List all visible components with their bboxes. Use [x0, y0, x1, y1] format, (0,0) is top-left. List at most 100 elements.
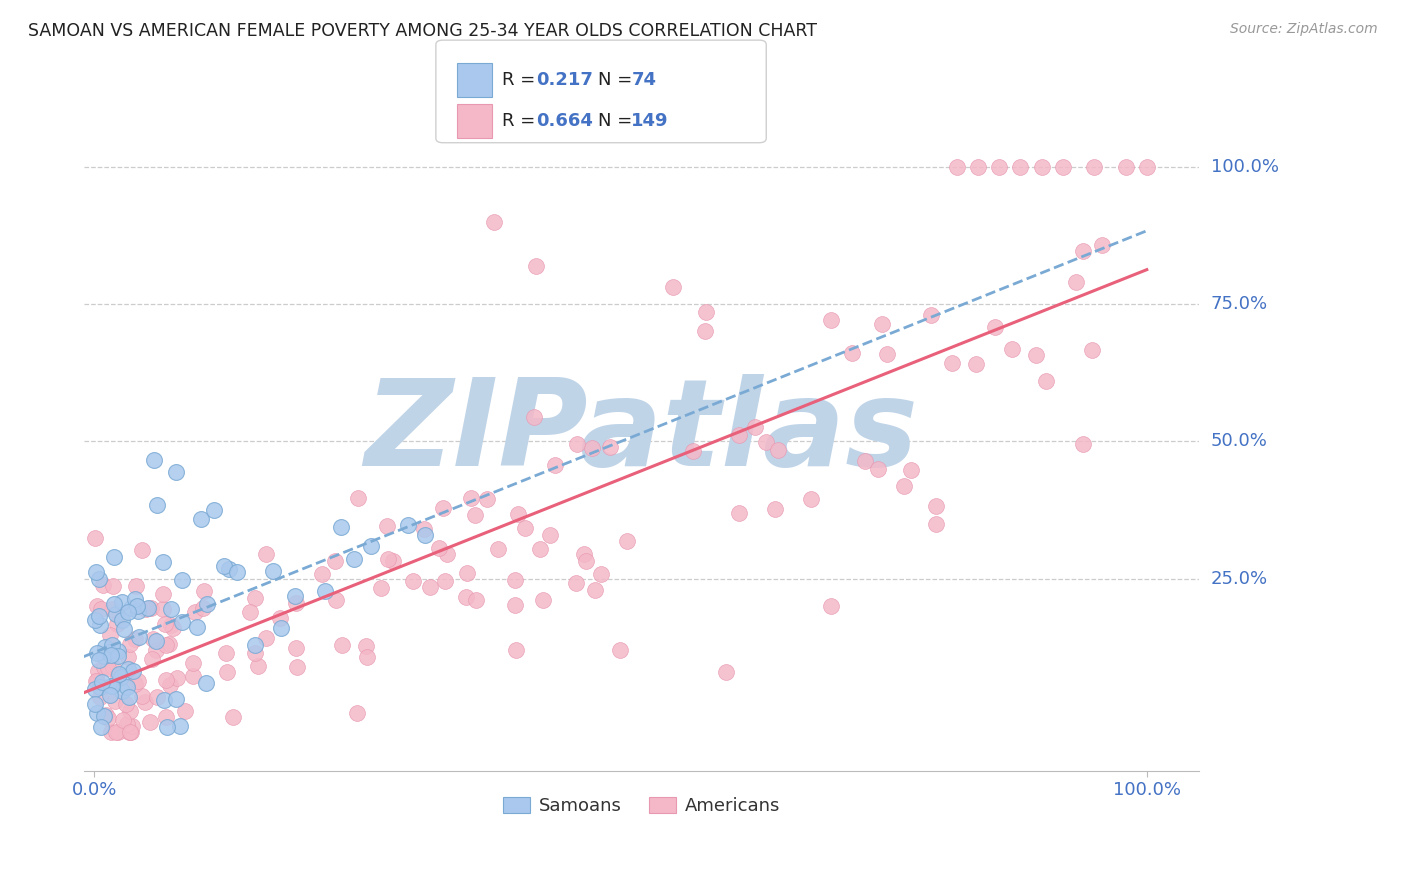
Point	[155, 709, 177, 723]
Point	[346, 706, 368, 720]
Point	[583, 583, 606, 598]
Point	[117, 690, 139, 705]
Point	[983, 320, 1005, 334]
Point	[181, 656, 204, 670]
Point	[893, 479, 915, 493]
Point	[107, 644, 129, 658]
Point	[285, 659, 308, 673]
Point	[589, 566, 612, 581]
Point	[197, 597, 219, 611]
Point	[159, 602, 181, 616]
Point	[695, 305, 717, 319]
Point	[486, 542, 509, 557]
Point	[134, 695, 156, 709]
Text: N =: N =	[598, 112, 637, 130]
Point	[876, 347, 898, 361]
Text: 74: 74	[631, 71, 657, 89]
Point	[117, 650, 139, 665]
Point	[581, 442, 603, 456]
Point	[100, 628, 122, 642]
Point	[693, 325, 716, 339]
Point	[460, 491, 482, 505]
Point	[1001, 343, 1024, 357]
Text: 100.0%: 100.0%	[1211, 158, 1278, 176]
Point	[967, 160, 990, 174]
Point	[153, 616, 176, 631]
Point	[87, 664, 110, 678]
Point	[381, 554, 404, 568]
Point	[111, 613, 134, 627]
Point	[763, 502, 786, 516]
Point	[166, 671, 188, 685]
Point	[103, 579, 125, 593]
Text: 0.217: 0.217	[536, 71, 592, 89]
Point	[1115, 160, 1137, 174]
Point	[128, 630, 150, 644]
Text: 75.0%: 75.0%	[1211, 295, 1268, 313]
Point	[1025, 348, 1047, 362]
Text: R =: R =	[502, 112, 541, 130]
Point	[84, 674, 107, 689]
Point	[254, 548, 277, 562]
Point	[841, 346, 863, 360]
Text: R =: R =	[502, 71, 541, 89]
Point	[117, 681, 139, 695]
Point	[105, 607, 128, 621]
Point	[415, 527, 437, 541]
Point	[413, 522, 436, 536]
Point	[285, 640, 308, 655]
Point	[246, 658, 269, 673]
Point	[544, 458, 567, 472]
Point	[262, 564, 284, 578]
Point	[146, 498, 169, 512]
Point	[112, 623, 135, 637]
Point	[108, 666, 131, 681]
Point	[343, 551, 366, 566]
Point	[941, 356, 963, 370]
Point	[1031, 160, 1053, 174]
Point	[166, 692, 188, 706]
Point	[165, 466, 187, 480]
Point	[616, 533, 638, 548]
Point	[375, 518, 398, 533]
Point	[146, 690, 169, 704]
Point	[925, 500, 948, 514]
Point	[1010, 160, 1032, 174]
Point	[870, 318, 893, 332]
Point	[506, 508, 529, 522]
Point	[505, 573, 527, 587]
Point	[89, 681, 111, 695]
Text: 25.0%: 25.0%	[1211, 569, 1268, 588]
Point	[311, 567, 333, 582]
Point	[900, 463, 922, 477]
Point	[186, 619, 208, 633]
Point	[98, 688, 121, 702]
Point	[225, 565, 247, 579]
Point	[107, 668, 129, 682]
Point	[599, 441, 621, 455]
Point	[564, 575, 586, 590]
Point	[172, 573, 194, 587]
Point	[100, 725, 122, 739]
Point	[105, 617, 128, 632]
Point	[1035, 375, 1057, 389]
Point	[101, 638, 124, 652]
Point	[330, 638, 353, 652]
Point	[97, 711, 120, 725]
Point	[191, 601, 214, 615]
Point	[1052, 160, 1074, 174]
Point	[145, 634, 167, 648]
Point	[162, 621, 184, 635]
Point	[121, 664, 143, 678]
Point	[270, 621, 292, 635]
Point	[93, 648, 115, 663]
Point	[124, 632, 146, 646]
Point	[118, 704, 141, 718]
Point	[103, 598, 125, 612]
Point	[98, 645, 121, 659]
Point	[141, 652, 163, 666]
Point	[354, 640, 377, 654]
Point	[766, 443, 789, 458]
Text: N =: N =	[598, 71, 637, 89]
Point	[212, 558, 235, 573]
